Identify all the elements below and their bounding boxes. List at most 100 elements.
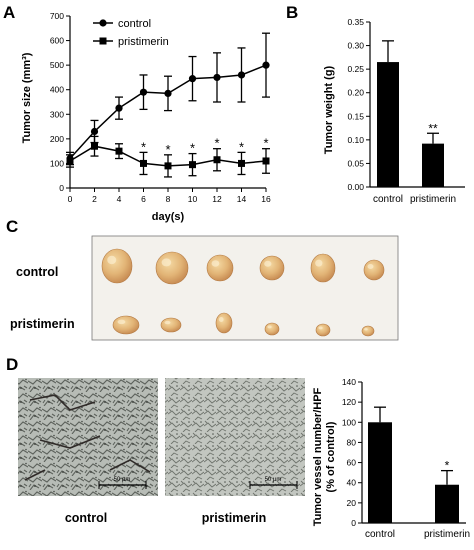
- chart-a-point-control: [188, 75, 197, 83]
- tumor-highlight: [318, 326, 323, 330]
- chart-a-ytick-label: 100: [50, 158, 64, 168]
- chart-a-xlabel: day(s): [152, 211, 185, 223]
- chart-a-point-control: [262, 61, 270, 69]
- tumor-highlight: [161, 258, 172, 267]
- chart-b-category-label: pristimerin: [410, 194, 456, 205]
- chart-d-ytick-label: 60: [347, 458, 357, 468]
- chart-b-ytick-label: 0.30: [347, 41, 364, 51]
- chart-a-point-control: [164, 89, 172, 97]
- chart-d-ytick-label: 140: [342, 377, 356, 387]
- scale-text-control: 50 µm: [114, 477, 131, 483]
- photo-row-label-control: control: [16, 265, 58, 279]
- vessel-strokes-control: [24, 394, 151, 481]
- chart-a-ytick-label: 700: [50, 11, 64, 21]
- tumor-specimens: [101, 248, 385, 337]
- chart-b-ytick-label: 0.35: [347, 17, 364, 27]
- chart-a-significance: *: [214, 136, 219, 151]
- chart-b-ylabel: Tumor weight (g): [323, 65, 335, 154]
- chart-a-point-pristimerin: [189, 161, 196, 169]
- chart-d-ytick-label: 100: [342, 417, 356, 427]
- chart-d-ytick-label: 20: [347, 498, 357, 508]
- chart-a-tumor-size: Tumor size (mm³) day(s) control pristime…: [21, 11, 271, 223]
- chart-a-significance: *: [165, 142, 170, 157]
- chart-b-category-label: control: [373, 194, 403, 205]
- photo-row-label-pristimerin: pristimerin: [10, 317, 75, 331]
- scale-text-pristimerin: 50 µm: [265, 477, 282, 483]
- micrograph-pristimerin: [165, 378, 305, 496]
- chart-b-significance: **: [428, 121, 438, 135]
- tumor-specimen: [363, 259, 385, 281]
- chart-a-xtick-label: 4: [117, 194, 122, 204]
- tumor-specimen: [315, 323, 331, 337]
- chart-a-point-pristimerin: [66, 157, 74, 165]
- chart-a-point-pristimerin: [164, 162, 172, 170]
- chart-a-ytick-label: 200: [50, 134, 64, 144]
- tumor-highlight: [117, 319, 126, 325]
- tumor-specimen: [264, 322, 280, 336]
- tumor-highlight: [267, 325, 272, 329]
- chart-b-ytick-label: 0.20: [347, 88, 364, 98]
- chart-a-ytick-label: 600: [50, 36, 64, 46]
- chart-a-point-control: [115, 104, 123, 112]
- chart-b-ytick-label: 0.25: [347, 64, 364, 74]
- chart-b-ytick-label: 0.15: [347, 111, 364, 121]
- tumor-photo: [91, 235, 399, 341]
- chart-b-ytick-label: 0.05: [347, 158, 364, 168]
- tumor-specimen: [310, 253, 336, 283]
- tumor-highlight: [264, 260, 272, 267]
- chart-a-xtick-label: 8: [166, 194, 171, 204]
- chart-a-point-control: [213, 73, 221, 82]
- tumor-specimen: [206, 254, 234, 282]
- tumor-highlight: [211, 260, 220, 267]
- chart-a-significance: *: [239, 139, 244, 154]
- tumor-specimen: [215, 312, 233, 334]
- chart-a-point-pristimerin: [91, 142, 98, 150]
- chart-d-category-label: control: [365, 529, 395, 540]
- chart-b-ytick-label: 0.00: [347, 182, 364, 192]
- chart-a-point-control: [90, 127, 99, 136]
- panel-b-letter: B: [286, 3, 298, 22]
- legend-label-control: control: [118, 18, 151, 30]
- chart-a-point-pristimerin: [140, 159, 147, 167]
- chart-a-legend: control pristimerin: [93, 18, 169, 48]
- micrograph-control: [18, 378, 158, 496]
- chart-a-xtick-label: 12: [212, 194, 222, 204]
- chart-b-bar-pristimerin: [422, 143, 444, 187]
- chart-d-significance: *: [445, 459, 450, 473]
- panel-a-letter: A: [3, 3, 15, 22]
- chart-d-category-label: pristimerin: [424, 529, 470, 540]
- tumor-specimen: [112, 315, 140, 335]
- tumor-photo-panel: control pristimerin: [10, 235, 399, 341]
- chart-a-significance: *: [263, 136, 268, 151]
- tumor-highlight: [107, 255, 117, 265]
- chart-d-bar-control: [368, 422, 392, 523]
- chart-d-ytick-label: 120: [342, 397, 356, 407]
- chart-a-point-control: [139, 88, 148, 96]
- scale-bar-pristimerin: 50 µm: [249, 477, 298, 489]
- tumor-specimen: [361, 325, 375, 337]
- micrograph-panel: 50 µm 50 µm control pristimerin: [18, 378, 305, 525]
- chart-a-xtick-label: 0: [68, 194, 73, 204]
- chart-d-vessel-number: Tumor vessel number/HPF (% of control) 0…: [312, 377, 470, 540]
- chart-a-point-pristimerin: [262, 157, 270, 165]
- panel-c-letter: C: [6, 217, 18, 236]
- tumor-highlight: [164, 320, 171, 325]
- chart-a-point-pristimerin: [115, 147, 123, 155]
- scale-bar-control: 50 µm: [98, 477, 147, 489]
- legend-label-pristimerin: pristimerin: [118, 36, 169, 48]
- micro-label-control: control: [65, 511, 107, 525]
- panel-d-letter: D: [6, 355, 18, 374]
- legend-square-marker: [99, 37, 107, 45]
- chart-a-xtick-label: 16: [261, 194, 271, 204]
- chart-a-ytick-label: 0: [59, 183, 64, 193]
- chart-a-point-pristimerin: [213, 156, 221, 164]
- tumor-specimen: [160, 317, 182, 333]
- chart-b-bar-control: [377, 62, 399, 188]
- chart-a-xtick-label: 6: [141, 194, 146, 204]
- chart-a-significance: *: [141, 139, 146, 154]
- chart-a-ytick-label: 400: [50, 85, 64, 95]
- chart-a-xtick-label: 10: [188, 194, 198, 204]
- chart-b-tumor-weight: Tumor weight (g) 0.00 0.05 0.10 0.15 0.20 0.2…: [323, 17, 465, 205]
- chart-a-significance: *: [190, 141, 195, 156]
